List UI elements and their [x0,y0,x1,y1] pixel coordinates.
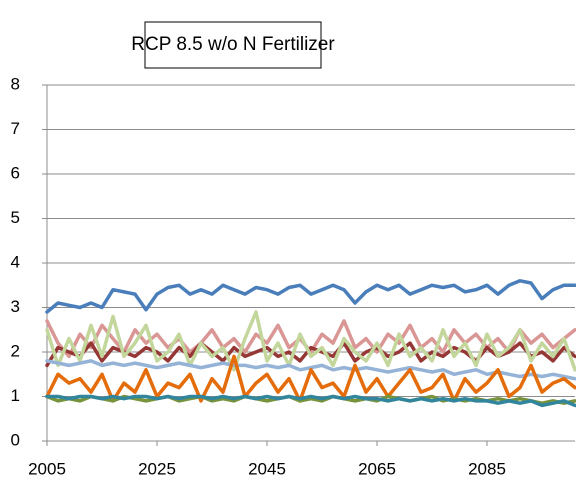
line-series [45,354,576,403]
y-tick-label: 3 [11,297,20,316]
y-tick-label: 0 [11,430,20,449]
x-tick-label: 2085 [468,459,506,478]
x-tick-label: 2065 [358,459,396,478]
title-box [144,21,322,69]
y-tick-label: 8 [11,74,20,93]
chart-title: RCP 8.5 w/o N Fertilizer [131,34,335,55]
line-series [45,279,576,314]
y-tick-label: 1 [11,386,20,405]
y-tick-label: 7 [11,119,20,138]
line-series [45,394,576,408]
y-tick-label: 2 [11,341,20,360]
line-series [45,310,576,372]
y-tick-label: 5 [11,208,20,227]
line-series [45,341,576,368]
y-tick-label: 6 [11,163,20,182]
line-series [45,359,576,381]
y-tick-label: 4 [11,252,20,271]
x-tick-label: 2005 [28,459,66,478]
x-tick-label: 2045 [248,459,286,478]
x-tick-label: 2025 [138,459,176,478]
